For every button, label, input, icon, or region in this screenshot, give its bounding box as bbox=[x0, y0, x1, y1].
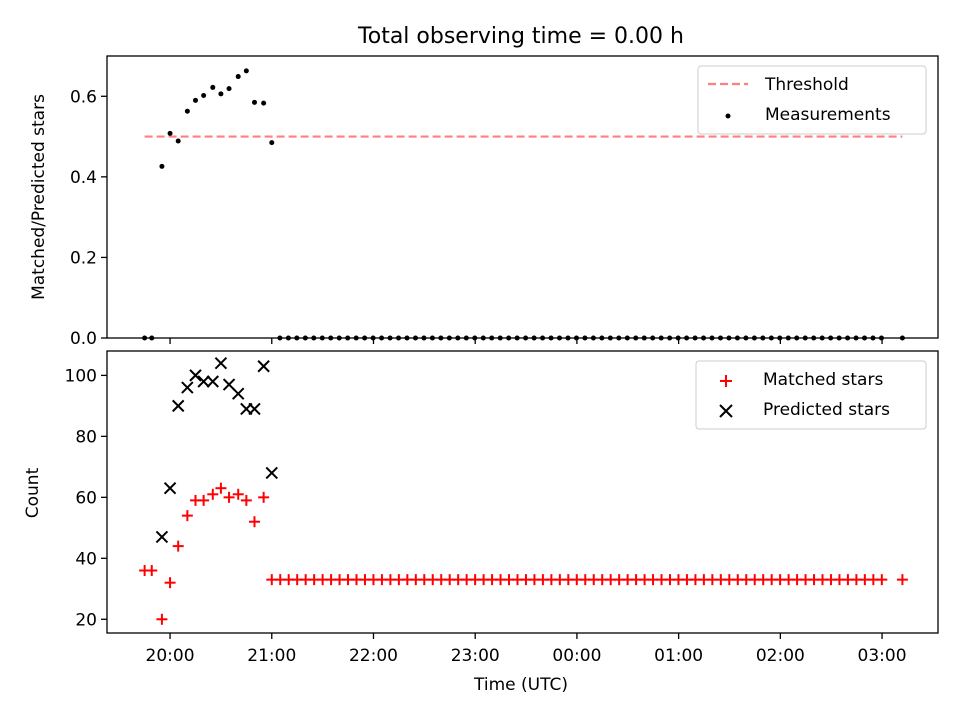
matched-star-marker bbox=[215, 482, 227, 494]
predicted-star-marker bbox=[265, 466, 278, 480]
matched-star-marker bbox=[232, 488, 244, 500]
top-y-tick-label: 0.0 bbox=[70, 329, 97, 349]
predicted-star-marker bbox=[257, 360, 270, 373]
measurement-point bbox=[261, 100, 267, 106]
bottom-legend-box bbox=[695, 360, 927, 430]
top-legend: Threshold Measurements bbox=[697, 65, 927, 135]
bottom-axes-frame bbox=[106, 350, 939, 634]
measurement-point bbox=[210, 84, 216, 90]
measurement-point bbox=[201, 92, 207, 98]
predicted-star-marker bbox=[206, 375, 219, 388]
bottom-x-axis: 20:00 21:00 22:00 23:00 00:00 01:00 02:00 03:00 bbox=[146, 633, 907, 666]
matched-star-marker bbox=[146, 565, 158, 577]
bottom-legend: Matched stars Predicted stars bbox=[695, 360, 927, 430]
matched-star-marker bbox=[198, 494, 210, 506]
bottom-y-tick-label: 20 bbox=[75, 610, 97, 630]
measurement-point bbox=[159, 163, 165, 169]
measurement-point bbox=[269, 140, 275, 146]
matched-star-marker bbox=[207, 488, 219, 500]
bottom-plot-area bbox=[139, 356, 908, 625]
top-legend-box bbox=[697, 65, 927, 135]
top-y-tick-label: 0.2 bbox=[70, 248, 97, 268]
matched-star-marker bbox=[258, 491, 270, 503]
matched-star-marker bbox=[223, 491, 235, 503]
x-tick-label: 22:00 bbox=[349, 646, 398, 666]
bottom-y-tick-label: 60 bbox=[75, 488, 97, 508]
measurement-point bbox=[192, 97, 198, 103]
legend-matched-label: Matched stars bbox=[763, 370, 883, 390]
top-y-axis: 0.0 0.2 0.4 0.6 bbox=[70, 87, 107, 349]
matched-star-marker bbox=[181, 510, 193, 522]
matched-star-marker bbox=[248, 516, 260, 528]
measurement-point bbox=[218, 91, 224, 97]
x-tick-label: 01:00 bbox=[654, 646, 703, 666]
x-tick-label: 02:00 bbox=[756, 646, 805, 666]
predicted-star-marker bbox=[163, 481, 177, 495]
matched-star-marker bbox=[240, 494, 252, 506]
matched-star-marker bbox=[172, 540, 184, 552]
measurement-point bbox=[226, 86, 232, 92]
predicted-star-marker bbox=[197, 375, 210, 388]
x-tick-label: 20:00 bbox=[146, 646, 195, 666]
matched-star-marker bbox=[164, 577, 176, 589]
predicted-star-marker bbox=[189, 369, 202, 382]
matched-star-marker bbox=[896, 574, 908, 586]
measurement-point bbox=[243, 68, 249, 74]
bottom-y-tick-label: 100 bbox=[65, 366, 97, 386]
predicted-star-marker bbox=[171, 399, 185, 413]
legend-predicted-label: Predicted stars bbox=[763, 400, 890, 420]
top-y-tick-label: 0.4 bbox=[70, 168, 97, 188]
measurement-point bbox=[251, 99, 257, 105]
x-tick-label: 21:00 bbox=[247, 646, 296, 666]
measurement-point bbox=[235, 74, 241, 80]
predicted-star-marker bbox=[248, 402, 261, 416]
measurement-point bbox=[184, 108, 190, 114]
measurement-point bbox=[175, 138, 181, 144]
legend-predicted-swatch bbox=[719, 404, 733, 418]
legend-matched-swatch bbox=[720, 375, 732, 387]
bottom-y-tick-label: 80 bbox=[75, 427, 97, 447]
x-tick-label: 23:00 bbox=[451, 646, 500, 666]
matched-star-marker bbox=[156, 613, 168, 625]
top-axes-frame bbox=[106, 55, 939, 339]
measurement-point bbox=[167, 130, 173, 136]
bottom-y-axis: 20 40 60 80 100 bbox=[65, 366, 107, 630]
matched-star-marker bbox=[876, 574, 888, 586]
x-tick-label: 03:00 bbox=[858, 646, 907, 666]
legend-measurements-swatch bbox=[725, 113, 731, 119]
top-x-axis-ticks bbox=[169, 338, 883, 344]
legend-threshold-label: Threshold bbox=[764, 75, 849, 95]
top-y-axis-label: Matched/Predicted stars bbox=[29, 94, 49, 300]
bottom-y-axis-label: Count bbox=[23, 467, 43, 518]
predicted-star-marker bbox=[155, 530, 169, 544]
chart-title: Total observing time = 0.00 h bbox=[357, 24, 684, 49]
bottom-y-tick-label: 40 bbox=[75, 549, 97, 569]
x-tick-label: 00:00 bbox=[552, 646, 601, 666]
predicted-star-marker bbox=[232, 387, 245, 400]
x-axis-label: Time (UTC) bbox=[473, 675, 568, 695]
predicted-star-marker bbox=[214, 356, 228, 370]
top-y-tick-label: 0.6 bbox=[70, 87, 97, 107]
legend-measurements-label: Measurements bbox=[765, 105, 891, 125]
predicted-star-marker bbox=[181, 381, 194, 394]
